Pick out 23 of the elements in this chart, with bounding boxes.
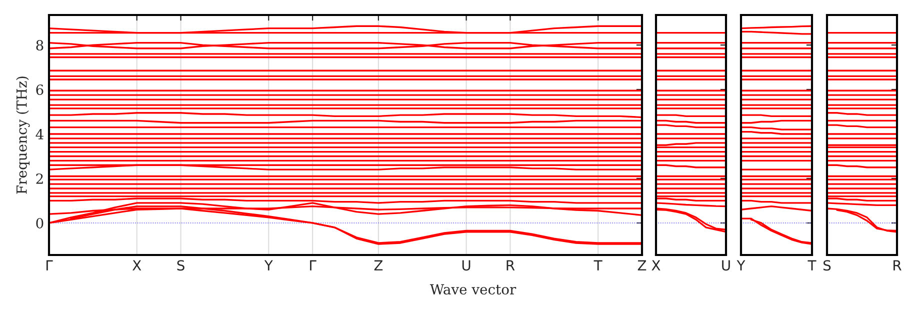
x-tick-label: Γ bbox=[310, 260, 316, 270]
x-tick-label: T bbox=[808, 260, 816, 270]
x-tick-label: X bbox=[132, 260, 142, 270]
x-tick-label: S bbox=[177, 260, 184, 271]
x-tick-label: Z bbox=[374, 260, 383, 270]
x-tick-label: Y bbox=[736, 260, 746, 270]
y-tick-label: 8 bbox=[36, 40, 44, 50]
x-tick-label: U bbox=[722, 260, 730, 271]
x-tick-label: Y bbox=[264, 260, 273, 270]
x-tick-label: U bbox=[462, 260, 470, 271]
x-tick-label: R bbox=[506, 260, 515, 270]
x-tick-label: T bbox=[594, 260, 602, 270]
y-axis-title: Frequency (THz) bbox=[16, 76, 30, 194]
x-tick-label: Γ bbox=[46, 260, 53, 270]
x-tick-label: R bbox=[894, 260, 902, 270]
y-tick-label: 0 bbox=[36, 218, 44, 228]
y-tick-label: 6 bbox=[36, 84, 44, 95]
x-tick-label: X bbox=[652, 260, 660, 270]
x-tick-label: Z bbox=[638, 260, 646, 270]
y-tick-label: 2 bbox=[36, 173, 43, 184]
x-tick-label: S bbox=[824, 260, 831, 271]
y-tick-label: 4 bbox=[36, 128, 44, 140]
x-axis-title: Wave vector bbox=[430, 284, 516, 295]
